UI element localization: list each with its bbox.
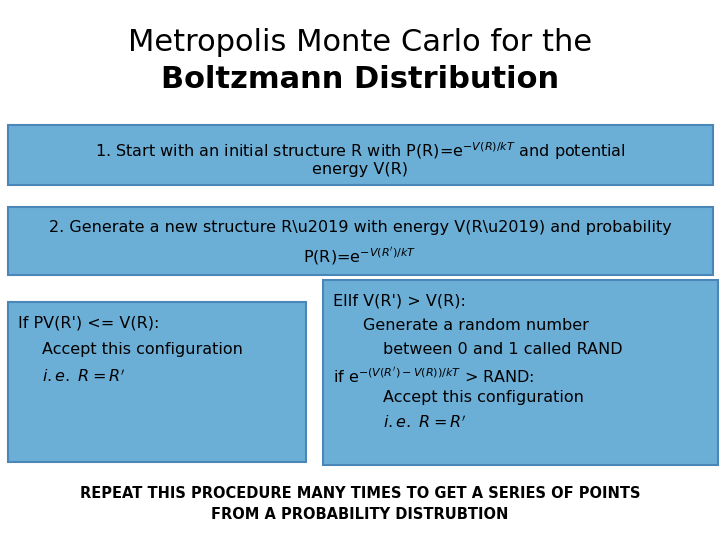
Text: If PV(R') <= V(R):: If PV(R') <= V(R): [18,316,159,331]
Text: Metropolis Monte Carlo for the: Metropolis Monte Carlo for the [128,28,592,57]
Text: ElIf V(R') > V(R):: ElIf V(R') > V(R): [333,294,466,309]
FancyBboxPatch shape [8,125,713,185]
Text: between 0 and 1 called RAND: between 0 and 1 called RAND [383,342,623,357]
Text: energy V(R): energy V(R) [312,162,408,177]
FancyBboxPatch shape [323,280,718,465]
FancyBboxPatch shape [8,302,306,462]
Text: FROM A PROBABILITY DISTRUBTION: FROM A PROBABILITY DISTRUBTION [211,507,509,522]
FancyBboxPatch shape [8,207,713,275]
Text: $\it{i.e.}$ $R = R'$: $\it{i.e.}$ $R = R'$ [42,368,126,386]
Text: 1. Start with an initial structure R with P(R)=e$^{-V(R)/kT}$ and potential: 1. Start with an initial structure R wit… [94,140,626,161]
Text: if e$^{-(V(R')-V(R))/kT}$ > RAND:: if e$^{-(V(R')-V(R))/kT}$ > RAND: [333,366,534,386]
Text: Accept this configuration: Accept this configuration [42,342,243,357]
Text: REPEAT THIS PROCEDURE MANY TIMES TO GET A SERIES OF POINTS: REPEAT THIS PROCEDURE MANY TIMES TO GET … [80,486,640,501]
Text: Generate a random number: Generate a random number [363,318,589,333]
Text: $\it{i.e.}$ $R = R'$: $\it{i.e.}$ $R = R'$ [383,414,467,431]
Text: Accept this configuration: Accept this configuration [383,390,584,405]
Text: P(R)=e$^{-V(R')/kT}$: P(R)=e$^{-V(R')/kT}$ [303,245,417,267]
Text: 2. Generate a new structure R\u2019 with energy V(R\u2019) and probability: 2. Generate a new structure R\u2019 with… [49,220,671,235]
Text: Boltzmann Distribution: Boltzmann Distribution [161,65,559,94]
